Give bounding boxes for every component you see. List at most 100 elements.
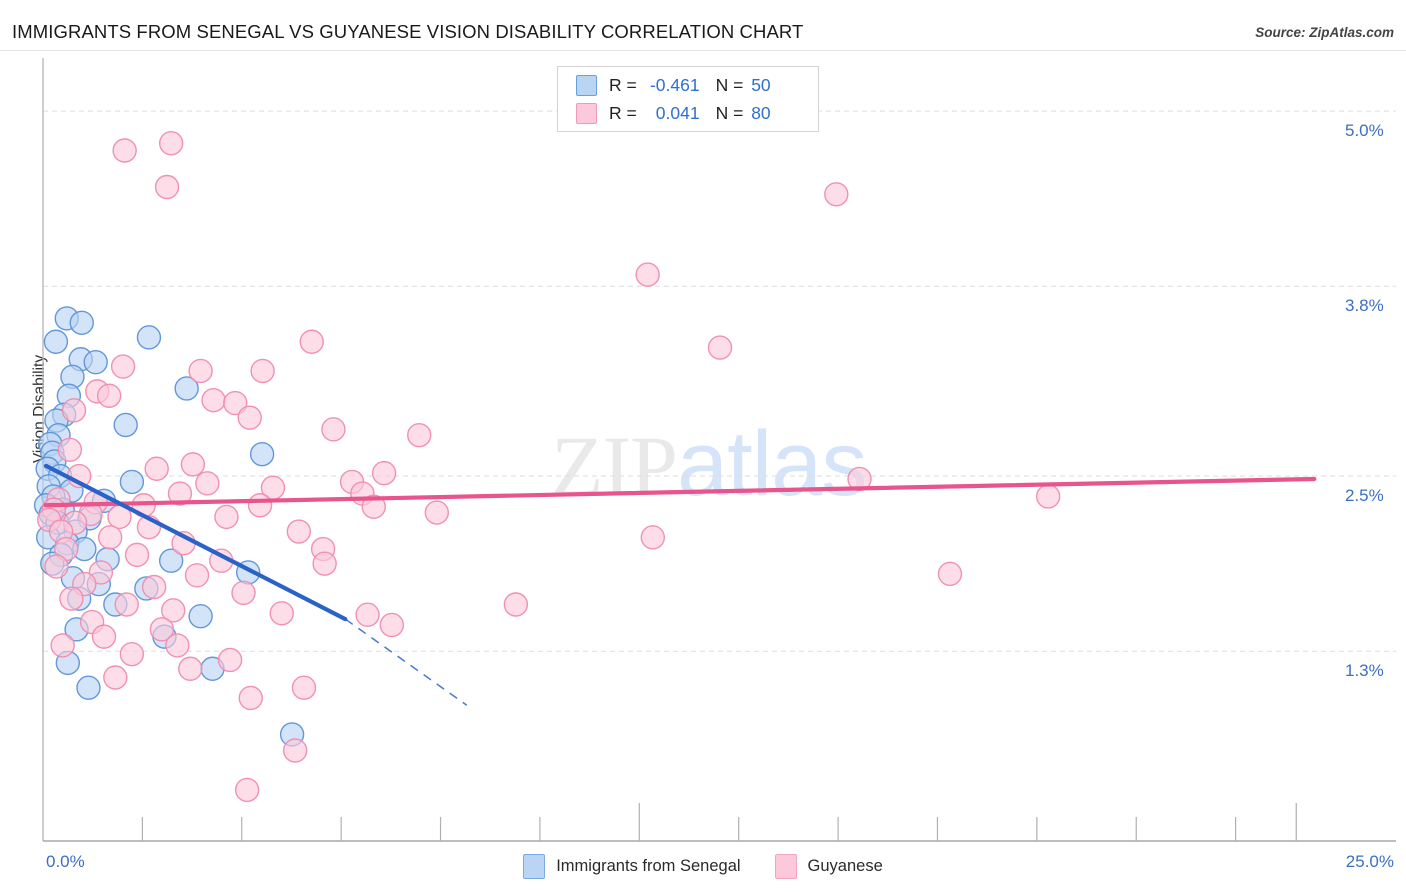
data-point [91, 624, 117, 649]
data-point [188, 603, 213, 629]
legend-color-senegal [523, 853, 546, 879]
data-point [269, 601, 294, 626]
series-points-guyanese [37, 131, 1061, 803]
data-point [83, 349, 108, 375]
x-tick-max: 25.0% [1345, 852, 1394, 871]
data-point [201, 387, 226, 413]
data-point [237, 405, 262, 430]
data-point [286, 519, 312, 544]
n-label-senegal: N = [715, 74, 749, 95]
data-point [167, 481, 193, 506]
data-point [424, 500, 449, 525]
data-point [76, 675, 101, 700]
data-point [110, 354, 136, 379]
n-value-guyanese: 80 [751, 102, 771, 123]
data-point [283, 738, 308, 763]
r-value-guyanese: 0.041 [655, 102, 700, 123]
correlation-text-senegal: R = -0.461 N = 50 [609, 75, 771, 96]
series-legend: Immigrants from Senegal Guyanese [0, 848, 1406, 884]
trendline-senegal [44, 463, 348, 622]
legend-swatch-senegal [576, 74, 597, 96]
data-point [231, 580, 256, 606]
data-point [407, 422, 432, 448]
data-point [223, 390, 248, 416]
correlation-text-guyanese: R = 0.041 N = 80 [609, 103, 771, 124]
data-point [1035, 484, 1061, 509]
data-point [379, 612, 405, 638]
data-point [217, 647, 243, 673]
data-point [321, 417, 346, 442]
data-point [61, 398, 87, 423]
data-point [44, 554, 69, 579]
r-label-guyanese: R = [609, 102, 642, 123]
trendline-extension [344, 618, 468, 706]
n-label-guyanese: N = [715, 102, 749, 123]
x-tick-min: 0.0% [46, 852, 85, 871]
data-point [124, 542, 150, 568]
data-point [136, 325, 162, 350]
data-point [247, 493, 273, 518]
data-point [119, 469, 145, 495]
data-point [158, 131, 184, 156]
trendline-guyanese [43, 476, 1317, 508]
data-point [158, 548, 184, 573]
data-point [88, 560, 114, 585]
data-point [154, 174, 180, 200]
data-point [707, 335, 733, 360]
data-point [50, 633, 75, 658]
data-point [188, 358, 213, 384]
data-point [114, 592, 139, 617]
legend-color-guyanese [774, 853, 797, 879]
legend-label-guyanese: Guyanese [807, 856, 883, 875]
data-point [238, 685, 263, 711]
data-point [299, 329, 324, 354]
data-point [165, 633, 190, 658]
legend-swatch-guyanese [576, 102, 597, 124]
y-tick-label-1: 3.8% [1345, 296, 1384, 316]
data-point [371, 460, 397, 486]
page-title: IMMIGRANTS FROM SENEGAL VS GUYANESE VISI… [12, 21, 804, 42]
data-point [161, 598, 186, 623]
data-point [824, 182, 849, 207]
data-point [149, 617, 175, 642]
data-point [937, 561, 963, 587]
legend-label-senegal: Immigrants from Senegal [556, 856, 741, 875]
data-point [59, 586, 84, 611]
header-divider [0, 50, 1406, 51]
data-point [112, 138, 137, 163]
correlation-row-guyanese: R = 0.041 N = 80 [576, 100, 771, 126]
source-label: Source: ZipAtlas.com [1255, 25, 1394, 40]
r-label-senegal: R = [609, 74, 642, 95]
data-point [96, 383, 122, 408]
data-point [195, 471, 220, 496]
data-point [503, 592, 529, 617]
data-point [57, 437, 83, 462]
data-point [103, 665, 128, 690]
data-point [250, 358, 275, 384]
data-point [234, 777, 260, 803]
y-tick-label-3: 1.3% [1345, 661, 1384, 681]
legend-item-guyanese[interactable]: Guyanese [774, 853, 883, 879]
data-point [635, 262, 660, 287]
data-point [113, 412, 138, 438]
data-point [291, 675, 317, 700]
data-point [249, 441, 275, 467]
data-point [361, 494, 386, 519]
data-point [640, 525, 666, 550]
data-point [178, 656, 203, 681]
data-point [43, 329, 69, 354]
correlation-row-senegal: R = -0.461 N = 50 [576, 72, 771, 98]
data-point [214, 504, 239, 530]
data-point [144, 456, 169, 481]
n-value-senegal: 50 [751, 74, 771, 95]
data-point [184, 563, 210, 588]
legend-item-senegal[interactable]: Immigrants from Senegal [523, 853, 741, 879]
r-value-senegal: -0.461 [649, 74, 700, 95]
data-point [312, 551, 337, 576]
data-point [355, 602, 380, 627]
y-tick-label-2: 2.5% [1345, 486, 1384, 506]
data-point [141, 574, 167, 600]
data-point [180, 452, 206, 477]
